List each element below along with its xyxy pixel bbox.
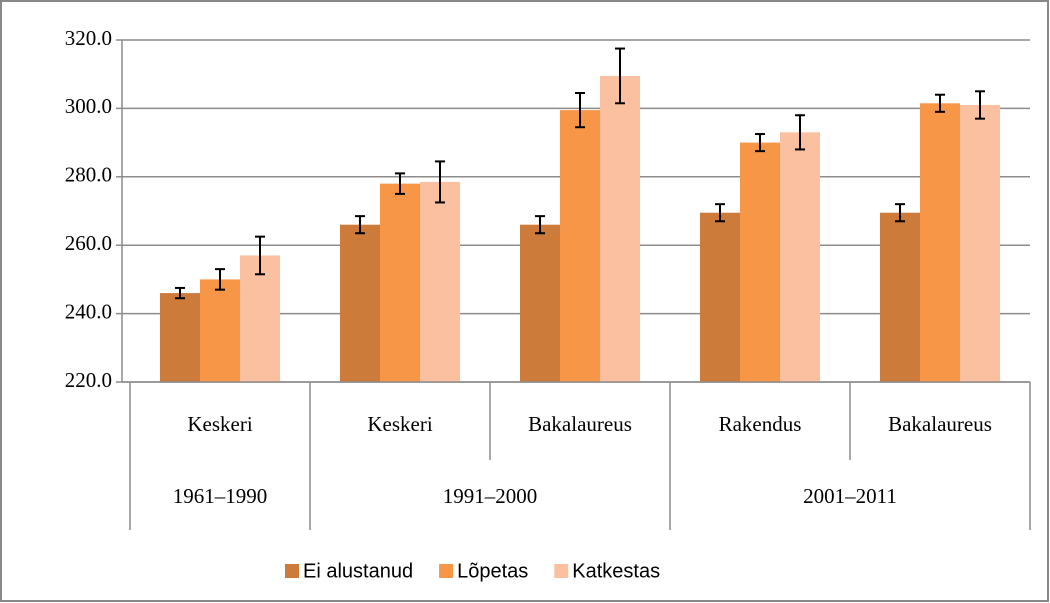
y-tick-label: 320.0 bbox=[65, 26, 112, 50]
x-tick-label: Keskeri bbox=[367, 412, 432, 436]
legend-swatch bbox=[439, 564, 454, 578]
legend-label: Ei alustanud bbox=[303, 560, 413, 582]
legend-label: Lõpetas bbox=[457, 560, 528, 582]
group-label: 1961–1990 bbox=[173, 484, 268, 508]
bar bbox=[340, 224, 380, 382]
bar bbox=[960, 104, 1000, 382]
group-label: 1991–2000 bbox=[443, 484, 538, 508]
bar bbox=[420, 181, 460, 382]
y-tick-label: 240.0 bbox=[65, 299, 112, 323]
x-tick-label: Bakalaureus bbox=[888, 412, 992, 436]
bar bbox=[920, 103, 960, 383]
x-tick-label: Bakalaureus bbox=[528, 412, 632, 436]
y-tick-label: 220.0 bbox=[65, 368, 112, 392]
x-tick-label: Rakendus bbox=[719, 412, 802, 436]
bar bbox=[600, 75, 640, 382]
bar bbox=[560, 110, 600, 383]
bar bbox=[520, 224, 560, 382]
x-tick-label: Keskeri bbox=[187, 412, 252, 436]
bar bbox=[160, 293, 200, 382]
legend-label: Katkestas bbox=[572, 560, 660, 582]
y-tick-label: 300.0 bbox=[65, 94, 112, 118]
bar bbox=[740, 142, 780, 382]
bar bbox=[780, 132, 820, 382]
bar bbox=[200, 279, 240, 382]
y-tick-label: 280.0 bbox=[65, 163, 112, 187]
y-tick-label: 260.0 bbox=[65, 231, 112, 255]
legend-swatch bbox=[554, 564, 569, 578]
bar bbox=[380, 183, 420, 382]
bar bbox=[700, 212, 740, 382]
group-label: 2001–2011 bbox=[803, 484, 897, 508]
bar bbox=[880, 212, 920, 382]
legend-swatch bbox=[285, 564, 299, 578]
bar bbox=[240, 255, 280, 382]
